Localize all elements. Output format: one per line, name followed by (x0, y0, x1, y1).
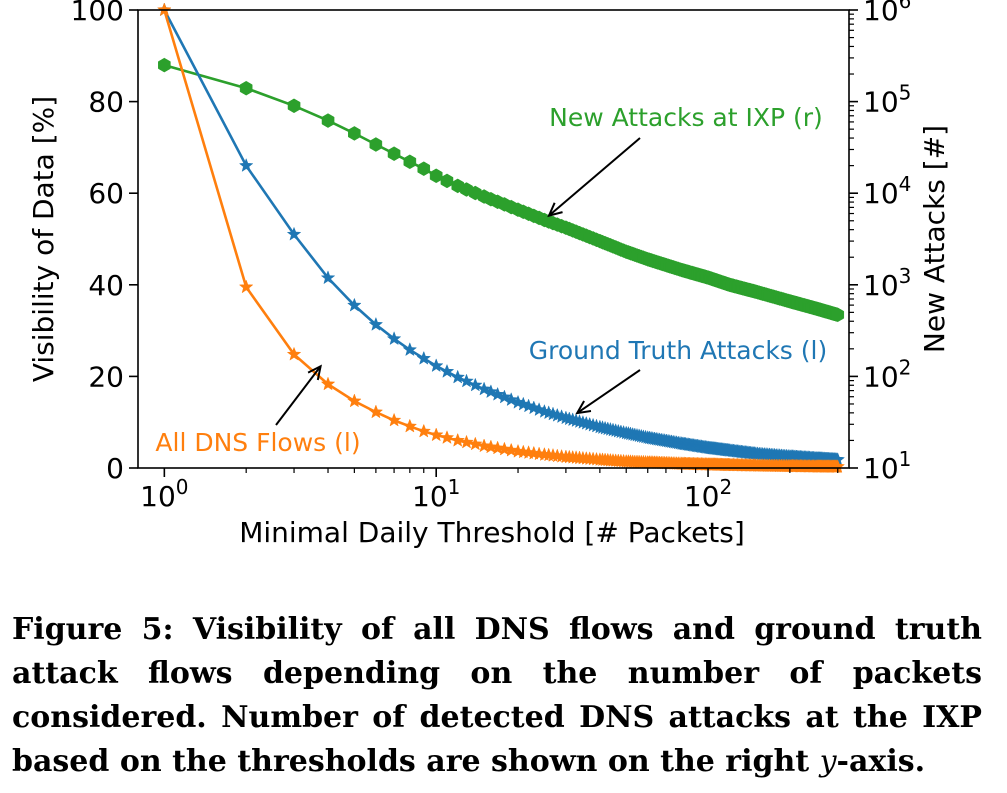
series-point-all-dns-flows-l (450, 432, 466, 447)
series-point-ground-truth-attacks-l (467, 377, 483, 392)
series-point-all-dns-flows-l (439, 430, 455, 444)
series-point-ground-truth-attacks-l (459, 373, 474, 388)
caption-main: Figure 5: Visibility of all DNS flows an… (12, 612, 982, 779)
annotation-arrow-head (307, 364, 322, 381)
x-axis-title: Minimal Daily Threshold [# Packets] (239, 516, 745, 549)
y-left-tick-label: 100 (71, 0, 124, 27)
figure-caption: Figure 5: Visibility of all DNS flows an… (12, 608, 982, 784)
series-point-ground-truth-attacks-l (439, 363, 455, 378)
series-point-ground-truth-attacks-l (416, 350, 432, 365)
annotation-label: New Attacks at IXP (r) (549, 103, 823, 132)
series-point-ground-truth-attacks-l (503, 392, 519, 407)
x-tick-label: 102 (684, 475, 732, 513)
y-right-tick-label: 104 (863, 172, 911, 210)
x-tick-label: 100 (140, 475, 188, 513)
series-point-all-dns-flows-l (459, 434, 474, 449)
y-right-tick-label: 101 (863, 447, 911, 485)
series-point-new-attacks-at-ixp-r (403, 154, 417, 170)
caption-y-var: y (819, 744, 837, 779)
y-axis-right-title: New Attacks [#] (918, 125, 951, 353)
series-point-all-dns-flows-l (428, 427, 444, 442)
chart: 100 101 102020406080100101102103104105106 … (27, 0, 951, 549)
series-point-ground-truth-attacks-l (238, 157, 254, 172)
series-point-new-attacks-at-ixp-r (369, 137, 383, 152)
series-point-ground-truth-attacks-l (402, 342, 418, 357)
series-point-ground-truth-attacks-l (428, 358, 444, 373)
y-right-tick-label: 102 (863, 355, 911, 393)
series-point-all-dns-flows-l (286, 346, 302, 361)
annotation-label: Ground Truth Attacks (l) (529, 336, 827, 365)
series-point-new-attacks-at-ixp-r (387, 146, 401, 161)
series-point-ground-truth-attacks-l (347, 297, 362, 312)
y-right-tick-label: 105 (863, 81, 911, 119)
series-point-ground-truth-attacks-l (450, 369, 466, 384)
y-left-tick-label: 40 (88, 269, 124, 302)
series-point-all-dns-flows-l (347, 393, 362, 408)
series-point-all-dns-flows-l (320, 376, 336, 391)
series-point-ground-truth-attacks-l (476, 381, 492, 396)
y-left-tick-label: 80 (88, 86, 124, 119)
series-point-all-dns-flows-l (402, 418, 418, 433)
y-axis-left-title: Visibility of Data [%] (27, 96, 60, 382)
series-point-new-attacks-at-ixp-r (348, 126, 361, 141)
annotation-arrow (275, 365, 322, 426)
series-point-all-dns-flows-l (386, 412, 402, 427)
series-point-all-dns-flows-l (503, 442, 519, 457)
series-point-ground-truth-attacks-l (386, 331, 402, 346)
series-point-all-dns-flows-l (238, 279, 254, 294)
annotation-arrow-head (547, 202, 563, 218)
annotation-label: All DNS Flows (l) (155, 428, 360, 457)
series-point-new-attacks-at-ixp-r (321, 113, 335, 128)
series-point-ground-truth-attacks-l (368, 316, 384, 331)
series-point-all-dns-flows-l (497, 441, 512, 456)
y-right-tick-label: 106 (863, 0, 911, 27)
caption-tail: -axis. (836, 744, 926, 779)
y-left-tick-label: 60 (88, 177, 124, 210)
series-point-new-attacks-at-ixp-r (440, 173, 454, 189)
annotation-arrow-head (575, 400, 592, 415)
annotation-arrow (576, 369, 641, 414)
series-point-ground-truth-attacks-l (497, 389, 512, 404)
series-point-new-attacks-at-ixp-r (417, 161, 431, 176)
series-point-all-dns-flows-l (416, 423, 432, 438)
y-left-tick-label: 0 (106, 452, 124, 485)
y-left-tick-label: 20 (88, 360, 124, 393)
series-point-ground-truth-attacks-l (483, 384, 499, 399)
series-point-all-dns-flows-l (476, 438, 492, 453)
series-point-all-dns-flows-l (467, 436, 483, 451)
series-point-ground-truth-attacks-l (320, 270, 336, 285)
series-point-all-dns-flows-l (490, 440, 505, 455)
series-point-new-attacks-at-ixp-r (158, 57, 171, 73)
annotation-arrow (548, 137, 641, 217)
series-point-all-dns-flows-l (483, 439, 499, 454)
series-point-ground-truth-attacks-l (490, 386, 505, 401)
series-point-new-attacks-at-ixp-r (239, 80, 253, 96)
y-right-tick-label: 103 (863, 264, 911, 302)
x-tick-label: 101 (412, 475, 460, 513)
series-point-all-dns-flows-l (368, 404, 384, 419)
series-point-ground-truth-attacks-l (286, 226, 302, 241)
series-point-new-attacks-at-ixp-r (831, 307, 845, 323)
series-point-new-attacks-at-ixp-r (429, 168, 443, 184)
plot-frame (137, 9, 850, 469)
series-point-new-attacks-at-ixp-r (287, 98, 301, 114)
